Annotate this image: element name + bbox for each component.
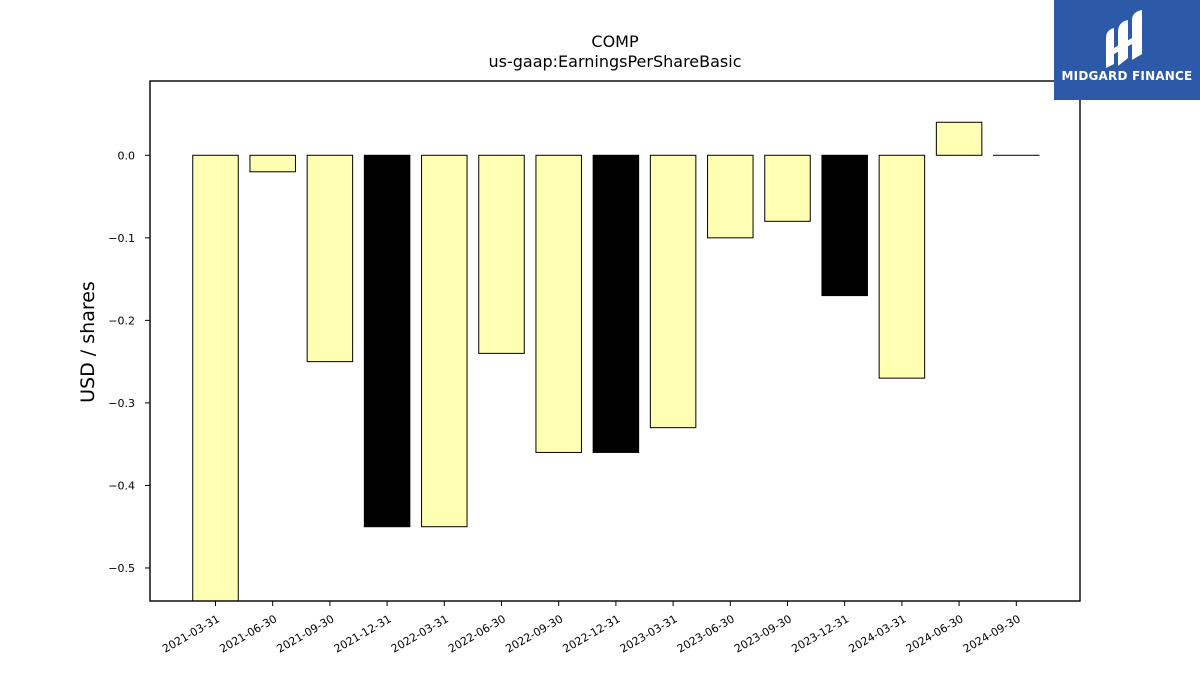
bar-2022-03-31	[421, 154, 468, 528]
x-tick-label: 2023-06-30	[675, 612, 737, 655]
bar-2021-12-31	[363, 154, 411, 528]
bar-2022-06-30	[478, 154, 525, 354]
x-tick-label: 2021-09-30	[275, 612, 337, 655]
x-tick-label: 2021-12-31	[332, 612, 394, 655]
chart-title: COMP	[591, 32, 639, 51]
x-tick-label: 2022-12-31	[561, 612, 623, 655]
x-tick-label: 2024-09-30	[961, 612, 1023, 655]
bar-2023-12-31	[821, 154, 868, 297]
bar-2022-12-31	[592, 154, 640, 453]
x-tick-label: 2021-06-30	[217, 612, 279, 655]
y-tick-label: −0.4	[108, 479, 135, 492]
y-tick-label: 0.0	[118, 149, 136, 162]
x-tick-label: 2023-03-31	[618, 612, 680, 655]
midgard-finance-logo: MIDGARD FINANCE	[1054, 0, 1200, 100]
bar-2024-03-31	[878, 154, 926, 379]
x-tick-label: 2024-03-31	[847, 612, 909, 655]
bar-2021-09-30	[306, 154, 354, 363]
x-axis-ticks: 2021-03-312021-06-302021-09-302021-12-31…	[160, 601, 1023, 656]
y-tick-label: −0.2	[108, 314, 135, 327]
logo-text: MIDGARD FINANCE	[1061, 69, 1193, 83]
x-tick-label: 2022-09-30	[503, 612, 565, 655]
bar-2022-09-30	[535, 154, 582, 453]
y-axis-label: USD / shares	[77, 281, 99, 403]
bar-2021-06-30	[249, 154, 296, 173]
bar-2023-06-30	[707, 154, 754, 239]
plot-frame	[149, 80, 1081, 602]
y-tick-label: −0.1	[108, 232, 135, 245]
bar-2024-06-30	[935, 121, 983, 156]
logo-mark-icon	[1106, 10, 1142, 68]
x-tick-label: 2023-12-31	[789, 612, 851, 655]
x-tick-label: 2021-03-31	[160, 612, 222, 655]
x-tick-label: 2024-06-30	[904, 612, 966, 655]
bar-2023-03-31	[649, 154, 697, 429]
bar-2021-03-31	[192, 154, 239, 602]
x-tick-label: 2022-06-30	[446, 612, 508, 655]
y-tick-label: −0.5	[108, 562, 135, 575]
chart-subtitle: us-gaap:EarningsPerShareBasic	[488, 52, 742, 71]
x-tick-label: 2022-03-31	[389, 612, 451, 655]
bar-series	[192, 121, 1040, 602]
bar-2023-09-30	[764, 154, 811, 222]
y-tick-label: −0.3	[108, 397, 135, 410]
x-tick-label: 2023-09-30	[732, 612, 794, 655]
y-axis-ticks: 0.0 −0.1 −0.2 −0.3 −0.4 −0.5	[108, 149, 150, 575]
